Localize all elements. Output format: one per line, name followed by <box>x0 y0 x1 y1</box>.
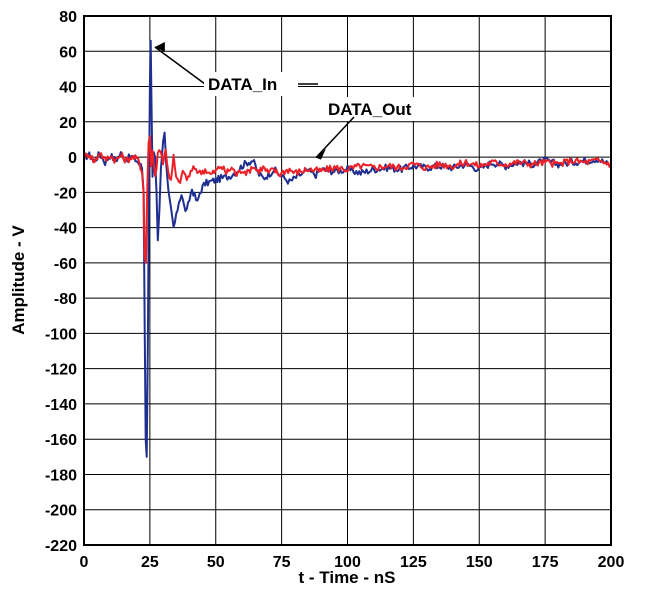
x-tick-label: 50 <box>207 554 225 571</box>
x-axis-label: t - Time - nS <box>299 568 396 587</box>
x-tick-label: 125 <box>400 554 427 571</box>
data-out-label-background <box>324 97 435 121</box>
y-tick-label: 20 <box>59 115 77 132</box>
y-tick-label: -160 <box>45 432 77 449</box>
y-axis-label: Amplitude - V <box>9 225 28 335</box>
y-tick-label: -180 <box>45 467 77 484</box>
y-tick-label: 60 <box>59 44 77 61</box>
x-tick-labels: 0 25 50 75 100 125 150 175 200 <box>80 554 625 571</box>
data-out-label: DATA_Out <box>328 100 412 119</box>
y-tick-label: -200 <box>45 503 77 520</box>
y-tick-label: -40 <box>54 221 77 238</box>
data-in-label-background <box>204 72 298 96</box>
x-tick-label: 0 <box>80 554 89 571</box>
data-out-arrowhead <box>315 148 326 160</box>
x-tick-label: 100 <box>334 554 361 571</box>
annotations: DATA_In DATA_Out <box>154 41 435 160</box>
plot-frame <box>83 15 612 546</box>
y-tick-label: -100 <box>45 326 77 343</box>
data-in-annotation-arrow <box>154 46 206 85</box>
data-in-arrowhead <box>154 41 165 52</box>
y-tick-label: -140 <box>45 397 77 414</box>
x-tick-label: 200 <box>598 554 625 571</box>
y-tick-label: -220 <box>45 538 77 555</box>
y-tick-label: 40 <box>59 80 77 97</box>
y-tick-label: -60 <box>54 256 77 273</box>
series-lines <box>84 39 611 458</box>
data-out-annotation-arrow <box>315 116 355 159</box>
x-tick-label: 150 <box>466 554 493 571</box>
y-tick-labels: 80 60 40 20 0 -20 -40 -60 -80 -100 -120 -140 -160 -18… <box>45 9 77 555</box>
x-tick-label: 175 <box>532 554 559 571</box>
data-in-label: DATA_In <box>208 75 277 94</box>
data-out-series-line <box>84 135 611 264</box>
y-tick-label: -20 <box>54 185 77 202</box>
y-tick-label: 0 <box>68 150 77 167</box>
x-tick-label: 25 <box>141 554 159 571</box>
x-tick-label: 75 <box>273 554 291 571</box>
y-tick-label: -80 <box>54 291 77 308</box>
y-tick-label: -120 <box>45 362 77 379</box>
y-tick-label: 80 <box>59 9 77 26</box>
